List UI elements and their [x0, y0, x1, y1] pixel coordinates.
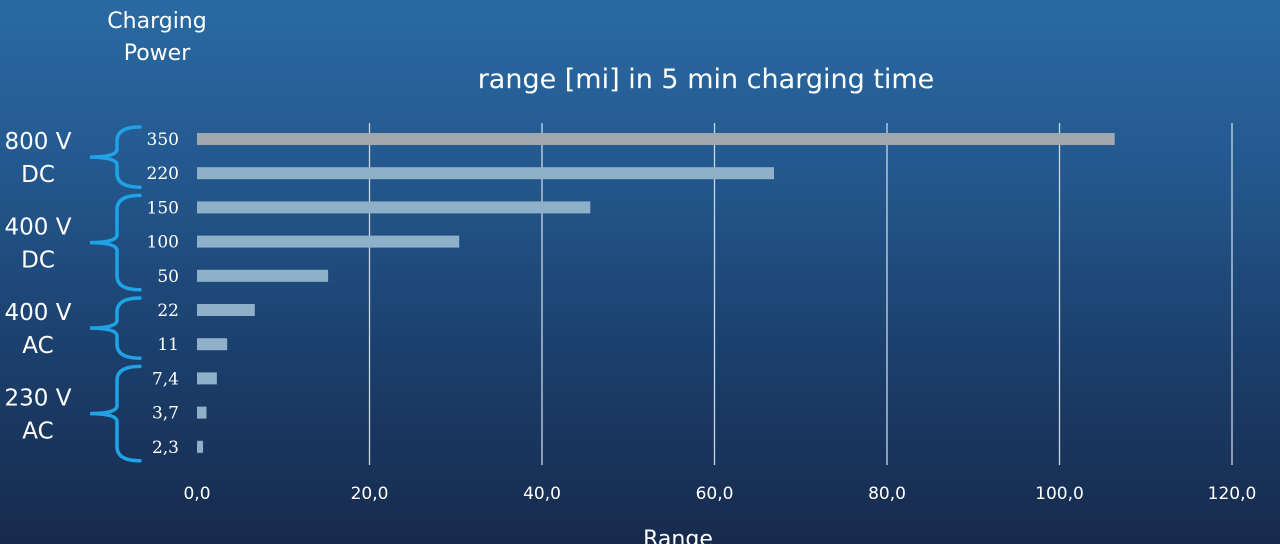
x-tick-labels: 0,0 20,0 40,0 60,0 80,0 100,0 120,0 — [183, 484, 1256, 504]
bar — [197, 440, 204, 453]
x-tick-label: 40,0 — [523, 484, 561, 504]
group-current-type-label: DC — [21, 248, 55, 274]
x-axis-title: Range — [643, 527, 713, 544]
group-voltage-label: 400 V — [5, 300, 72, 326]
group-bracket — [89, 193, 142, 292]
y-tick-label: 7,4 — [152, 369, 179, 389]
group-voltage-label: 230 V — [5, 386, 72, 412]
x-tick-label: 80,0 — [868, 484, 906, 504]
x-tick-label: 60,0 — [696, 484, 734, 504]
y-tick-label: 22 — [157, 301, 179, 321]
y-tick-label: 150 — [147, 198, 179, 218]
group-current-type-label: AC — [22, 419, 53, 445]
y-tick-label: 100 — [147, 233, 179, 253]
chart-title: range [mi] in 5 min charging time — [478, 64, 935, 95]
y-axis-title: Charging Power — [107, 9, 206, 66]
bar — [197, 201, 591, 214]
group-bracket — [89, 296, 142, 360]
bar — [197, 133, 1115, 145]
bar — [197, 167, 775, 180]
y-tick-label: 50 — [157, 267, 179, 287]
group-current-type-label: AC — [22, 333, 53, 359]
group-bracket — [89, 364, 142, 463]
y-axis-title-line-2: Power — [124, 41, 191, 66]
gridlines — [368, 123, 1233, 465]
y-tick-label: 2,3 — [152, 438, 179, 458]
group-voltage-label: 400 V — [5, 215, 72, 241]
bar — [197, 406, 207, 419]
bar — [197, 304, 255, 316]
bar — [197, 235, 460, 248]
x-tick-label: 100,0 — [1035, 484, 1084, 504]
group-current-type-label: DC — [21, 162, 55, 188]
y-tick-label: 3,7 — [152, 404, 179, 424]
bars — [197, 133, 1115, 453]
bar — [197, 269, 329, 282]
y-tick-label: 220 — [147, 164, 179, 184]
x-tick-label: 120,0 — [1208, 484, 1257, 504]
voltage-groups: 800 V DC 400 V DC 400 V AC 230 V AC — [5, 125, 142, 463]
y-tick-labels: 350 220 150 100 50 22 11 7,4 3,7 2,3 — [147, 130, 179, 458]
y-tick-label: 11 — [157, 335, 179, 355]
x-tick-label: 0,0 — [183, 484, 210, 504]
bar — [197, 372, 217, 385]
group-bracket — [89, 125, 142, 189]
y-axis-title-line-1: Charging — [107, 9, 206, 34]
y-tick-label: 350 — [147, 130, 179, 150]
group-voltage-label: 800 V — [5, 129, 72, 155]
x-tick-label: 20,0 — [351, 484, 389, 504]
bar — [197, 338, 228, 351]
